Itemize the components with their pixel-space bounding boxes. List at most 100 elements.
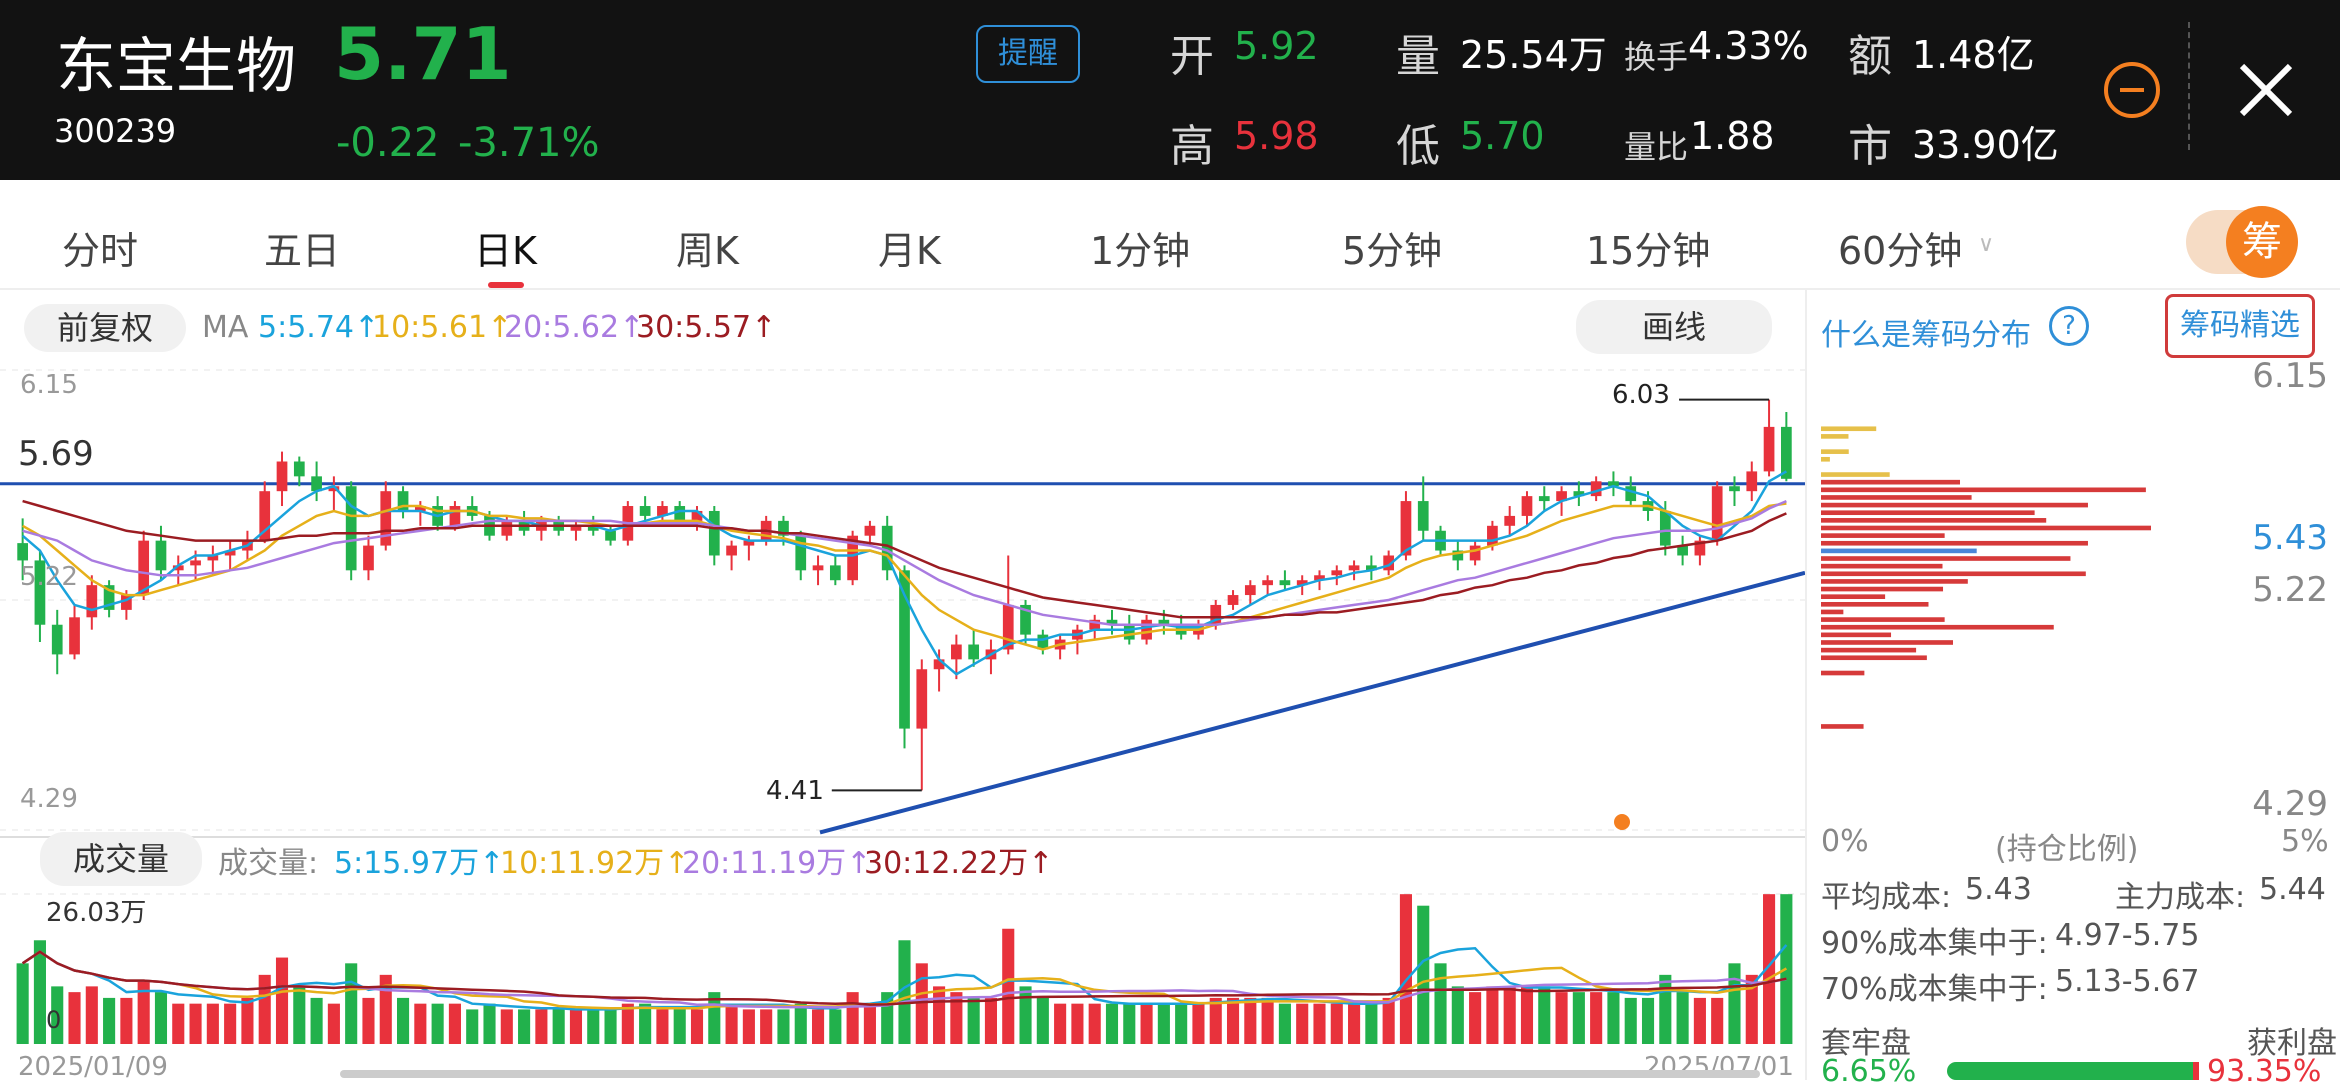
volume-bar (760, 1009, 773, 1044)
volume-bar (397, 997, 410, 1044)
volume-bar (1071, 1003, 1084, 1044)
volume-bar (639, 1003, 652, 1044)
candlestick-chart[interactable] (0, 360, 1805, 840)
tab-weekly-k[interactable]: 周K (676, 229, 739, 273)
volume-bar (604, 1009, 617, 1044)
volume-bar (777, 1009, 790, 1044)
tab-intraday[interactable]: 分时 (62, 229, 139, 273)
candle-body (881, 525, 893, 571)
volume-bar (518, 1009, 531, 1044)
chip-y-bottom: 4.29 (2252, 784, 2328, 824)
chip-bar (1821, 624, 2054, 630)
collapse-icon[interactable] (2104, 62, 2160, 118)
volume-bar (500, 1009, 513, 1044)
chip-bar (1821, 670, 1865, 676)
volume-bar (1244, 997, 1257, 1044)
candle-body (657, 506, 668, 516)
chip-bar (1821, 533, 1945, 538)
chip-bar (1821, 449, 1849, 454)
low-value: 5.70 (1460, 114, 1545, 158)
tab-daily-k[interactable]: 日K (474, 229, 537, 273)
main-cost-label: 主力成本: (2115, 880, 2246, 915)
volume-bar (1520, 986, 1534, 1044)
volume-bar (275, 957, 289, 1044)
tab-15min[interactable]: 15分钟 (1586, 229, 1711, 273)
adjust-button[interactable]: 前复权 (24, 304, 186, 352)
help-icon[interactable]: ? (2049, 306, 2089, 346)
tab-60min[interactable]: 60分钟 (1838, 229, 1963, 273)
close-icon[interactable] (2236, 60, 2296, 120)
volume-bar (742, 1009, 755, 1044)
event-marker[interactable] (1614, 814, 1630, 830)
vol-ma5-line (21, 944, 1788, 1011)
profit-pct: 93.35% (2207, 1054, 2322, 1089)
volume-bar (154, 992, 168, 1044)
price-change-pct: -3.71% (458, 120, 600, 166)
candle-body (1366, 565, 1377, 571)
candle-body (1210, 604, 1222, 625)
candle-body (691, 510, 703, 521)
kline-y-mid: 5.22 (20, 562, 78, 592)
profit-label: 获利盘 (2247, 1026, 2337, 1061)
candle-body (1780, 426, 1792, 479)
volume-bar (33, 940, 46, 1044)
candle-body (1331, 570, 1343, 576)
chip-bar (1821, 579, 1968, 584)
candle-body (1504, 515, 1516, 526)
chip-select-button[interactable]: 筹码精选 (2165, 294, 2315, 358)
volume-bar (1572, 992, 1585, 1044)
volume-bar (1590, 992, 1603, 1044)
candle-body (864, 525, 876, 536)
candle-body (1538, 496, 1550, 502)
hline-price-label: 5.69 (18, 434, 94, 474)
candle-body (1556, 491, 1567, 502)
candle-body (51, 624, 63, 655)
draw-line-button[interactable]: 画线 (1576, 300, 1772, 354)
volume-bar (206, 1003, 219, 1044)
chip-toggle[interactable]: 筹 (2186, 206, 2298, 278)
volume-chart[interactable] (0, 886, 1805, 1050)
volume-bar (1105, 1003, 1119, 1044)
ma20-line (22, 499, 1787, 626)
tab-monthly-k[interactable]: 月K (878, 229, 941, 273)
volume-bar (1641, 997, 1655, 1044)
cost90-value: 4.97-5.75 (2055, 918, 2200, 953)
remind-button[interactable]: 提醒 (976, 25, 1080, 83)
candle-body (605, 530, 616, 541)
tab-1min[interactable]: 1分钟 (1090, 229, 1191, 273)
candle-body (1123, 624, 1135, 640)
tab-5min[interactable]: 5分钟 (1342, 229, 1443, 273)
chip-x-right: 5% (2281, 824, 2329, 859)
candle-body (121, 595, 132, 610)
volume-indicator-button[interactable]: 成交量 (40, 832, 202, 886)
candle-body (34, 560, 46, 625)
current-price: 5.71 (334, 12, 512, 96)
min-price-label: 4.41 (766, 776, 824, 806)
scrollbar[interactable] (340, 1070, 1760, 1078)
chevron-down-icon[interactable]: ∨ (1978, 232, 1995, 257)
chip-bar (1821, 724, 1864, 729)
chip-bar (1821, 617, 1945, 622)
volume-bar (1002, 928, 1015, 1044)
volume-bar (1175, 1003, 1188, 1044)
volume-bar (1348, 1003, 1361, 1044)
chip-bar (1821, 594, 1886, 599)
volume-bar (1763, 894, 1776, 1044)
candle-body (1487, 525, 1498, 546)
volume-bar (1036, 997, 1049, 1044)
chip-bar (1821, 609, 1844, 615)
volume-bar (362, 997, 375, 1044)
kline-chart-area: 前复权 MA 5:5.74↑ 10:5.61↑ 20:5.62↑ 30:5.57… (0, 290, 1805, 1082)
stock-code: 300239 (54, 112, 177, 150)
candle-body (1763, 426, 1775, 472)
market-cap-label: 市 (1848, 121, 1892, 172)
tab-five-day[interactable]: 五日 (264, 229, 341, 273)
volume-bar (1296, 1003, 1309, 1044)
active-tab-indicator (488, 282, 524, 288)
volume-bar (725, 1003, 738, 1044)
volume-bar (933, 986, 946, 1044)
chip-help-link[interactable]: 什么是筹码分布 (1821, 318, 2031, 353)
stock-name: 东宝生物 (56, 32, 296, 102)
candle-body (1002, 604, 1014, 650)
candle-body (1158, 619, 1170, 625)
